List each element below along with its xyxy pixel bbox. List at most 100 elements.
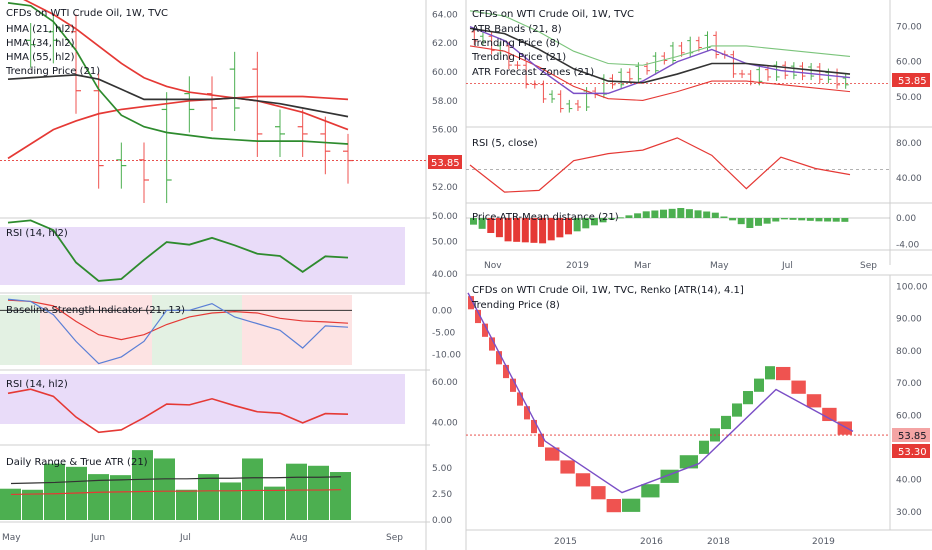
renko-brick-down (822, 407, 837, 422)
distance-bar (495, 218, 503, 238)
chart-title: CFDs on WTI Crude Oil, 1W, TVC (6, 8, 168, 19)
rsi-tick: 60.00 (432, 378, 458, 388)
time-axis[interactable]: 2015 2016 2018 2019 (554, 537, 835, 547)
distance-bar (755, 218, 762, 226)
time-tick: Jul (781, 261, 793, 271)
atr-signal-line (10, 489, 342, 496)
distance-bar (711, 212, 719, 218)
distance-tick: 0.00 (896, 214, 916, 224)
distance-bar (737, 218, 745, 225)
price-tick: 60.00 (432, 68, 458, 78)
rsi-overbought-band (0, 374, 405, 424)
pane-label-atr: Daily Range & True ATR (21) (6, 457, 148, 468)
distance-bar (530, 218, 538, 243)
daily-range-atr-pane (0, 450, 351, 520)
trending-price-8-line (469, 25, 851, 95)
chart-title: CFDs on WTI Crude Oil, 1W, TVC (472, 9, 634, 20)
range-bar (286, 463, 307, 520)
bsi-bg-red (242, 295, 352, 365)
renko-chart-layout: CFDs on WTI Crude Oil, 1W, TVC, Renko [A… (466, 275, 932, 547)
time-tick: 2019 (566, 261, 589, 271)
renko-brick-up (699, 440, 709, 454)
price-axis[interactable]: 64.0062.0060.0058.0056.0054.0052.0050.00… (432, 10, 461, 526)
distance-bar (513, 218, 521, 242)
time-axis[interactable]: Nov 2019 Mar May Jul Sep (484, 261, 877, 271)
range-bar (198, 474, 219, 520)
price-axis[interactable]: 70.00 60.00 50.00 80.00 40.00 0.00 -4.00 (896, 23, 922, 251)
pane-label-distance: Price-ATR-Mean distance (21) (472, 212, 619, 223)
atr-band-upper (469, 10, 851, 66)
renko-brick-up (765, 366, 775, 380)
chart-title: CFDs on WTI Crude Oil, 1W, TVC, Renko [A… (472, 285, 744, 296)
distance-bar (642, 211, 650, 218)
price-tick: 80.00 (896, 347, 922, 357)
price-tick: 90.00 (896, 315, 922, 325)
distance-bar (573, 218, 581, 232)
distance-bar (815, 218, 823, 222)
range-bar (176, 489, 197, 520)
price-axis[interactable]: 100.0090.0080.0070.0060.0050.0040.0030.0… (896, 282, 928, 517)
time-tick: May (2, 533, 21, 543)
price-tick: 62.00 (432, 39, 458, 49)
distance-bar (547, 218, 555, 241)
trending-price-8-line (467, 292, 854, 494)
bsi-tick: 0.00 (432, 306, 452, 316)
time-tick: Mar (634, 261, 651, 271)
renko-brick-up (721, 415, 731, 430)
pane-label-bsi: Baseline Strength Indicator (21, 13) (6, 305, 185, 316)
last-price-label-alt: 53.30 (898, 447, 927, 458)
distance-bar (539, 218, 547, 244)
last-price-tag (892, 428, 930, 442)
distance-bar (565, 218, 572, 235)
time-tick: Nov (484, 261, 502, 271)
left-chart-layout: CFDs on WTI Crude Oil, 1W, TVC HMA (21, … (0, 0, 462, 550)
trending-price-21-line (469, 27, 851, 84)
legend-atr-forecast: ATR Forecast Zones (21) (472, 67, 594, 78)
hma-21-line (7, 95, 349, 160)
distance-bar (634, 213, 642, 218)
hma-55-line (23, 0, 349, 131)
renko-brick-down (531, 419, 537, 434)
price-tick: 70.00 (896, 23, 922, 33)
renko-brick-down (482, 323, 488, 337)
distance-bar (470, 218, 477, 225)
range-bar (44, 463, 65, 520)
legend-atr-bands: ATR Bands (21, 8) (472, 24, 562, 35)
legend-trending-price-8: Trending Price (8) (471, 38, 560, 49)
distance-bar (729, 218, 737, 221)
renko-brick-down (475, 309, 481, 324)
renko-brick-down (575, 473, 591, 487)
bsi-bg-green (152, 295, 242, 365)
rsi-pane (466, 137, 890, 193)
range-bar (330, 472, 351, 520)
time-tick: Sep (386, 533, 403, 543)
pane-label-rsi: RSI (14, hl2) (6, 228, 68, 239)
renko-pane (466, 292, 890, 513)
rsi-pane-1 (7, 219, 349, 282)
atr-mean-distance-pane (466, 208, 890, 244)
renko-brick-down (560, 460, 575, 474)
legend-hma-21: HMA (21, hl2) (6, 24, 75, 35)
rsi-pane-2 (7, 388, 349, 434)
time-tick: Aug (290, 533, 308, 543)
distance-bar (746, 218, 754, 228)
pane-label-rsi: RSI (5, close) (472, 138, 538, 149)
time-tick: Sep (860, 261, 877, 271)
distance-bar (582, 218, 590, 229)
distance-bar (798, 218, 806, 221)
distance-bar (824, 218, 832, 222)
renko-brick-down (489, 337, 495, 351)
last-price-label: 53.85 (898, 431, 927, 442)
time-tick: Jun (90, 533, 105, 543)
time-axis[interactable]: May Jun Jul Aug Sep (2, 533, 403, 543)
distance-bar (651, 210, 659, 218)
distance-bar (685, 209, 693, 218)
range-bar (308, 465, 329, 520)
price-tick: 100.00 (896, 282, 928, 292)
last-price-tag (428, 155, 462, 169)
range-bar (220, 482, 241, 520)
renko-brick-down (538, 433, 544, 447)
price-tick: 52.00 (432, 183, 458, 193)
rsi-line (7, 219, 349, 282)
